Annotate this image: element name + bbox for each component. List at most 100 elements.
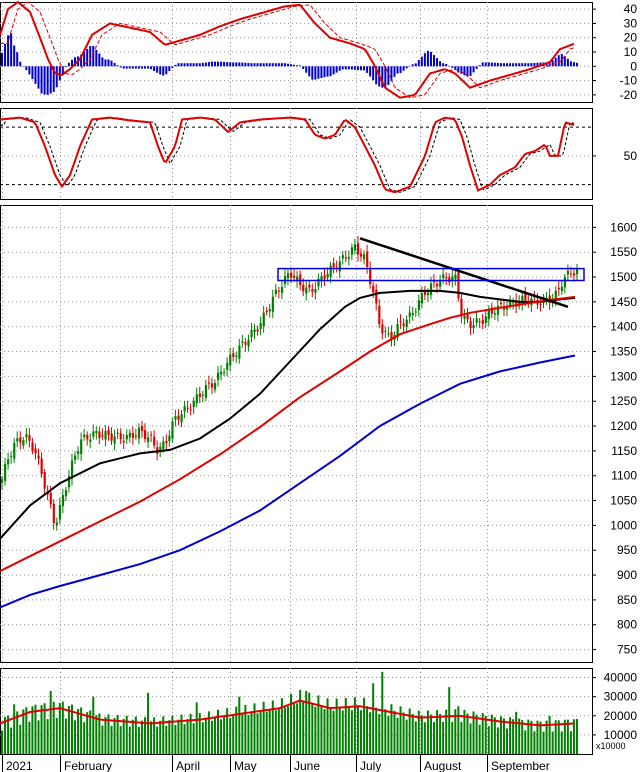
candle-body [128, 432, 131, 438]
candle-body [332, 263, 335, 268]
macd-histogram-bar [226, 62, 229, 67]
candle-body [305, 287, 308, 294]
candle-body [296, 276, 299, 281]
volume-bar [40, 705, 43, 754]
candle-body [147, 437, 150, 442]
volume-bar [356, 705, 359, 754]
candle-body [134, 435, 138, 437]
candle-body [521, 295, 524, 304]
volume-bar [405, 719, 408, 754]
candle-body [186, 407, 189, 409]
macd-histogram-bar [551, 60, 554, 67]
candle-body [299, 274, 302, 286]
macd-histogram-bar [101, 57, 104, 67]
volume-bar [16, 711, 19, 754]
macd-histogram-bar [460, 66, 463, 74]
candle-body [509, 300, 512, 306]
stoch-panel-frame [0, 108, 593, 200]
macd-histogram-bar [533, 62, 536, 67]
candle-body [204, 384, 208, 398]
volume-bar [451, 721, 454, 754]
macd-histogram-bar [344, 66, 347, 70]
macd-histogram-bar [457, 66, 460, 73]
macd-histogram-bar [451, 66, 454, 68]
stochastic-k-line [0, 116, 575, 194]
volume-bar [332, 710, 335, 754]
macd-histogram-bar [271, 63, 274, 67]
candle-body [168, 435, 171, 442]
candle-body [439, 280, 442, 287]
macd-histogram-bar [180, 63, 183, 67]
volume-bar [113, 717, 116, 754]
volume-bar [378, 714, 381, 754]
candle-body [478, 321, 481, 323]
candle-body [487, 310, 490, 320]
trendline [359, 237, 569, 309]
macd-histogram-bar [286, 63, 289, 67]
candle-body [58, 504, 62, 520]
macd-histogram-bar [381, 66, 384, 88]
volume-bar [326, 698, 329, 754]
candle-body [52, 503, 55, 523]
volume-bar [150, 721, 153, 754]
macd-histogram-bar [268, 63, 271, 67]
macd-histogram-bar [113, 62, 116, 67]
macd-histogram-bar [384, 66, 387, 89]
volume-bar [499, 716, 502, 754]
volume-bar [384, 709, 387, 754]
candle-body [378, 305, 381, 325]
candle-body [177, 415, 180, 420]
candle-body [150, 434, 153, 436]
candle-body [463, 315, 466, 319]
volume-bar [542, 731, 545, 754]
macd-histogram-bar [502, 63, 505, 67]
candle-body [496, 305, 500, 315]
macd-histogram-bar [74, 57, 77, 67]
macd-histogram-bar [350, 66, 353, 70]
candle-body [457, 272, 460, 299]
macd-histogram-bar [177, 63, 180, 67]
volume-bar [566, 719, 569, 754]
macd-histogram-bar [253, 63, 256, 67]
macd-histogram-bar [204, 62, 207, 67]
volume-bar [262, 701, 265, 754]
volume-bar [271, 700, 274, 754]
macd-histogram-bar [137, 66, 140, 69]
volume-bar [408, 708, 411, 754]
macd-histogram-bar [143, 66, 146, 69]
candle-body [116, 432, 119, 434]
volume-bar [296, 703, 299, 754]
macd-histogram-bar [439, 61, 442, 67]
candle-body [259, 323, 262, 330]
volume-bar [210, 720, 213, 754]
macd-histogram-bar [545, 62, 548, 67]
macd-histogram-bar [426, 50, 429, 67]
candle-body [396, 323, 399, 338]
ma-blue-line [0, 354, 576, 609]
volume-bar [369, 712, 372, 754]
candle-body [317, 278, 320, 287]
volume-bar [463, 709, 466, 754]
candle-body [384, 330, 387, 332]
macd-histogram-bar [363, 66, 366, 71]
candle-body [40, 458, 43, 475]
volume-bar [496, 727, 499, 754]
macd-histogram-bar [417, 59, 420, 67]
volume-bar [472, 711, 475, 754]
candle-body [198, 393, 201, 398]
ma-red-line [0, 295, 576, 572]
macd-histogram-bar [89, 46, 92, 67]
candle-body [387, 333, 390, 335]
candle-body [363, 254, 366, 260]
macd-histogram-bar [238, 62, 241, 67]
volume-bar [475, 714, 478, 754]
macd-histogram-bar [213, 61, 216, 67]
macd-histogram-bar [436, 58, 439, 67]
volume-bar [481, 713, 484, 754]
volume-bar [344, 697, 347, 754]
price-y-tick-label: 1150 [611, 444, 637, 458]
candle-body [70, 460, 74, 479]
volume-bar [195, 702, 198, 754]
volume-bar [414, 721, 417, 754]
